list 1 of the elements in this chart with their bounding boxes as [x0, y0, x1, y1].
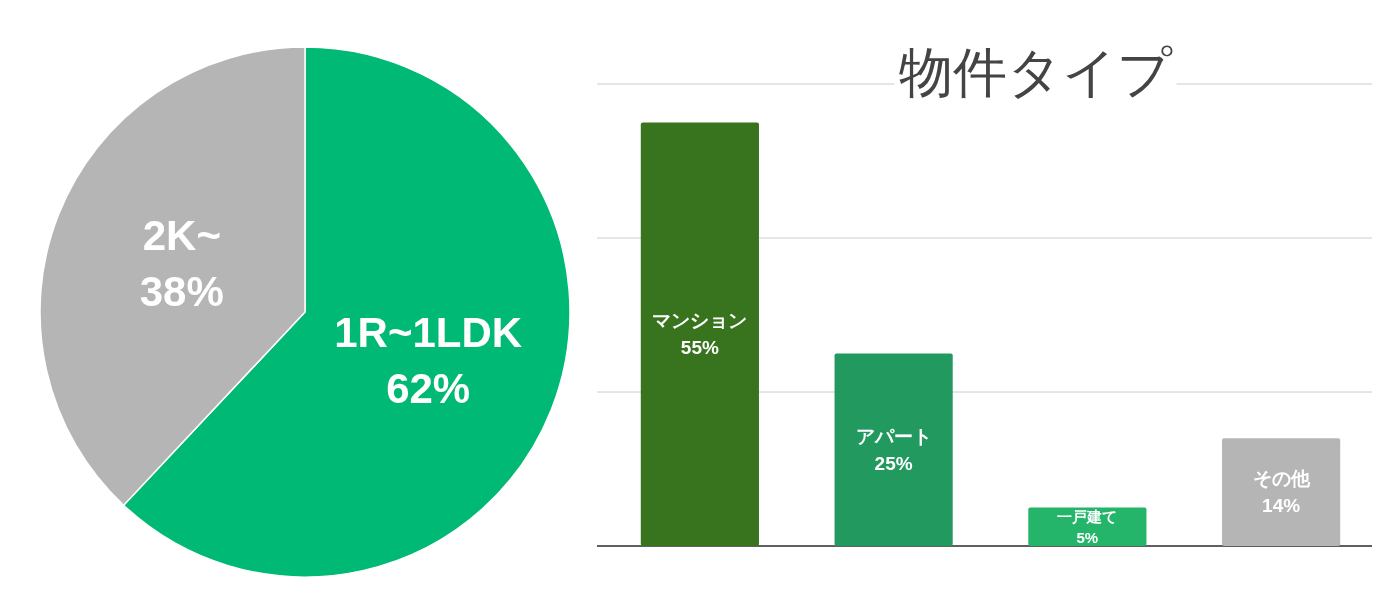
title: 物件タイプ — [898, 42, 1172, 102]
